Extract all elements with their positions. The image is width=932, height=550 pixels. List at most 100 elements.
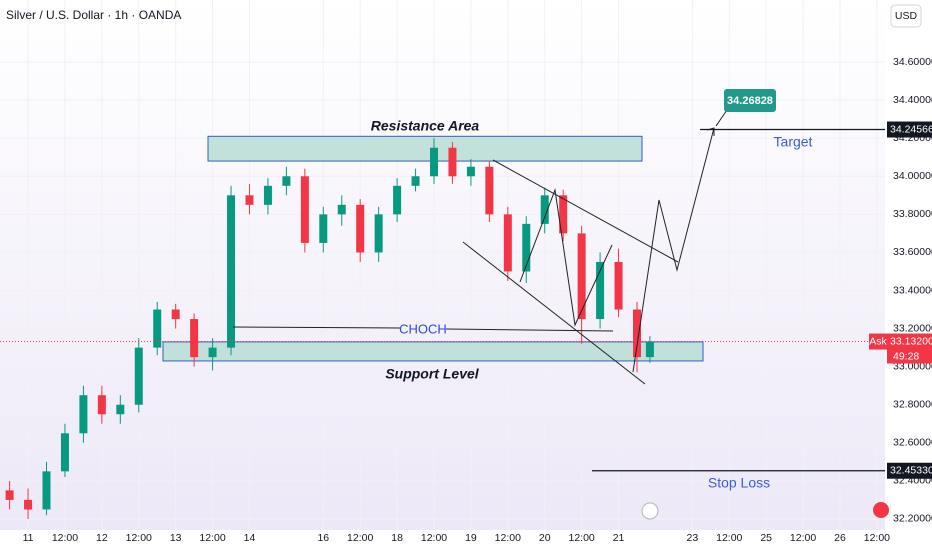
x-tick-label: 16 bbox=[317, 532, 329, 544]
candle-body bbox=[319, 214, 328, 243]
currency-box bbox=[890, 4, 922, 28]
candle-body bbox=[485, 166, 494, 215]
x-tick-label: 12:00 bbox=[864, 532, 890, 544]
candle-body bbox=[263, 185, 272, 205]
candle-body bbox=[190, 319, 199, 358]
candle-body bbox=[393, 185, 402, 215]
x-tick-label: 12:00 bbox=[716, 532, 742, 544]
x-tick-label: 12:00 bbox=[495, 532, 521, 544]
x-tick-label: 12:00 bbox=[347, 532, 373, 544]
candle-body bbox=[245, 195, 254, 205]
news-icon bbox=[873, 502, 889, 518]
zigzag bbox=[519, 188, 613, 327]
chart-title: Silver / U.S. Dollar · 1h · OANDA bbox=[6, 8, 181, 22]
price-tag bbox=[887, 333, 932, 364]
levels bbox=[0, 128, 885, 472]
target-callout: 34.26828 bbox=[727, 95, 773, 107]
candle-body bbox=[632, 309, 641, 358]
y-tick-label: 34.00000 bbox=[893, 170, 932, 182]
x-tick-label: 23 bbox=[687, 532, 699, 544]
choch-label: CHOCH bbox=[399, 321, 447, 336]
candle-body bbox=[116, 404, 125, 415]
y-tick-label: 34.60000 bbox=[893, 56, 932, 68]
channel-line bbox=[462, 241, 646, 385]
stop-loss-label: Stop Loss bbox=[708, 475, 770, 491]
x-tick-label: 14 bbox=[244, 532, 256, 544]
x-tick-label: 13 bbox=[170, 532, 182, 544]
x-tick-label: 11 bbox=[23, 532, 34, 544]
y-tick-label: 32.80000 bbox=[893, 399, 932, 411]
x-tick-label: 12 bbox=[96, 532, 108, 544]
support-label: Support Level bbox=[385, 366, 479, 382]
y-tick-label: 33.40000 bbox=[893, 284, 932, 296]
candle-body bbox=[645, 341, 654, 358]
projection-arrow bbox=[632, 127, 715, 373]
candle-body bbox=[79, 395, 88, 434]
currency: USD bbox=[895, 10, 918, 22]
candle-body bbox=[411, 176, 420, 186]
choch-line bbox=[445, 328, 614, 332]
price-tag-label: 33.13200 bbox=[890, 335, 932, 347]
candle-body bbox=[540, 195, 549, 224]
x-tick-label: 18 bbox=[391, 532, 403, 544]
y-tick-label: 33.60000 bbox=[893, 246, 932, 258]
countdown: 49:28 bbox=[893, 350, 919, 362]
x-tick-label: 12:00 bbox=[790, 532, 816, 544]
candle-body bbox=[614, 261, 623, 310]
candle-body bbox=[596, 261, 605, 320]
resistance-label: Resistance Area bbox=[371, 118, 480, 134]
x-tick-label: 12:00 bbox=[126, 532, 152, 544]
level-tag bbox=[887, 121, 932, 138]
level-tag-label: 34.24566 bbox=[890, 123, 932, 135]
channel-line bbox=[492, 159, 679, 263]
candle-body bbox=[300, 176, 309, 243]
zones bbox=[162, 135, 704, 362]
candle-body bbox=[430, 147, 439, 177]
level-tag-label: 32.45330 bbox=[890, 465, 932, 477]
candle-body bbox=[337, 204, 346, 215]
candle-body bbox=[374, 214, 383, 253]
candle-body bbox=[208, 347, 217, 358]
drawings bbox=[232, 109, 728, 385]
x-tick-label: 21 bbox=[613, 532, 625, 544]
candle-body bbox=[134, 347, 143, 405]
choch-line bbox=[232, 326, 401, 329]
plot-background bbox=[0, 0, 885, 530]
y-tick-label: 34.40000 bbox=[893, 94, 932, 106]
axes: 32.2000032.4000032.6000032.8000033.00000… bbox=[23, 56, 932, 544]
zone bbox=[207, 135, 643, 162]
candles bbox=[5, 138, 654, 519]
x-tick-label: 12:00 bbox=[421, 532, 447, 544]
zone bbox=[162, 341, 704, 362]
candle-body bbox=[356, 204, 365, 253]
candle-body bbox=[282, 176, 291, 186]
x-tick-label: 19 bbox=[465, 532, 477, 544]
x-tick-label: 25 bbox=[760, 532, 772, 544]
y-tick-label: 33.80000 bbox=[893, 208, 932, 220]
candle-body bbox=[153, 309, 162, 348]
candle-body bbox=[466, 166, 475, 177]
candle-body bbox=[42, 471, 51, 510]
target-callout-box bbox=[724, 89, 776, 112]
event-icon bbox=[641, 502, 659, 520]
candle-body bbox=[24, 499, 33, 510]
ask-tag bbox=[869, 333, 887, 350]
candle-body bbox=[227, 195, 236, 348]
candle-body bbox=[503, 214, 512, 272]
ask-label: Ask bbox=[869, 335, 887, 347]
candle-body bbox=[60, 433, 69, 472]
price-axis bbox=[888, 0, 932, 550]
candle-body bbox=[5, 490, 14, 500]
candle-body bbox=[448, 147, 457, 177]
y-tick-label: 32.20000 bbox=[893, 513, 932, 525]
candle-body bbox=[577, 233, 586, 320]
candle-body bbox=[171, 309, 180, 320]
target-label: Target bbox=[774, 134, 813, 150]
level-tag bbox=[887, 462, 932, 479]
x-tick-label: 20 bbox=[539, 532, 551, 544]
candle-body bbox=[522, 223, 531, 272]
candle-body bbox=[559, 195, 568, 234]
x-tick-label: 26 bbox=[834, 532, 846, 544]
y-tick-label: 32.60000 bbox=[893, 437, 932, 449]
